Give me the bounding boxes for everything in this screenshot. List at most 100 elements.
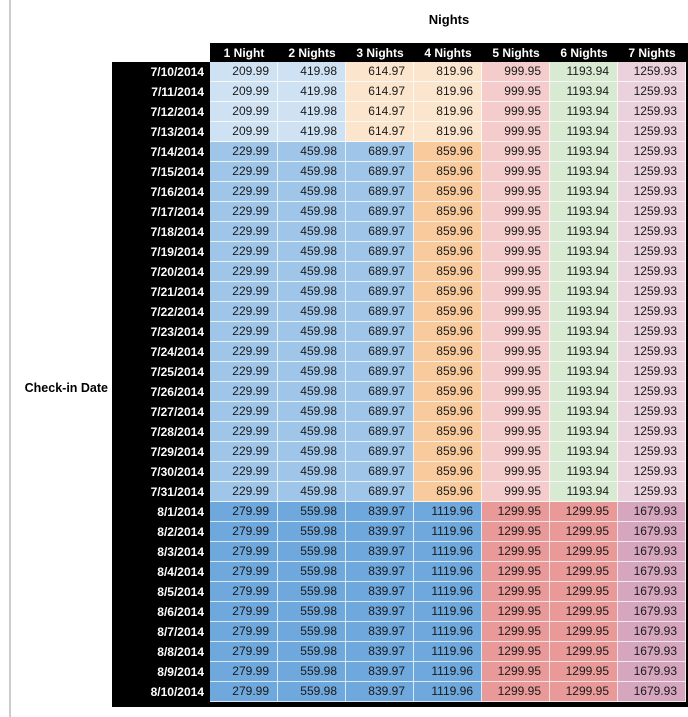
price-cell[interactable]: 1119.96 <box>414 682 482 702</box>
price-cell[interactable]: 839.97 <box>346 602 414 622</box>
price-cell[interactable]: 559.98 <box>278 682 346 702</box>
price-cell[interactable]: 1299.95 <box>550 622 618 642</box>
row-header-date[interactable]: 7/16/2014 <box>112 182 210 202</box>
price-cell[interactable]: 859.96 <box>414 262 482 282</box>
price-cell[interactable]: 1299.95 <box>482 522 550 542</box>
price-cell[interactable]: 859.96 <box>414 402 482 422</box>
price-cell[interactable]: 614.97 <box>346 82 414 102</box>
price-cell[interactable]: 279.99 <box>210 522 278 542</box>
price-cell[interactable]: 279.99 <box>210 682 278 702</box>
row-header-date[interactable]: 7/17/2014 <box>112 202 210 222</box>
price-cell[interactable]: 229.99 <box>210 362 278 382</box>
price-cell[interactable]: 689.97 <box>346 142 414 162</box>
price-cell[interactable]: 279.99 <box>210 602 278 622</box>
price-cell[interactable]: 229.99 <box>210 262 278 282</box>
price-cell[interactable]: 1299.95 <box>482 602 550 622</box>
price-cell[interactable]: 1299.95 <box>482 642 550 662</box>
price-cell[interactable]: 999.95 <box>482 62 550 82</box>
price-cell[interactable]: 1119.96 <box>414 522 482 542</box>
price-cell[interactable]: 1679.93 <box>618 642 686 662</box>
price-cell[interactable]: 859.96 <box>414 202 482 222</box>
price-cell[interactable]: 1259.93 <box>618 102 686 122</box>
price-cell[interactable]: 689.97 <box>346 222 414 242</box>
price-cell[interactable]: 859.96 <box>414 362 482 382</box>
row-header-date[interactable]: 7/25/2014 <box>112 362 210 382</box>
row-header-date[interactable]: 7/27/2014 <box>112 402 210 422</box>
price-cell[interactable]: 1259.93 <box>618 182 686 202</box>
price-cell[interactable]: 614.97 <box>346 62 414 82</box>
row-header-date[interactable]: 8/3/2014 <box>112 542 210 562</box>
price-cell[interactable]: 614.97 <box>346 122 414 142</box>
price-cell[interactable]: 999.95 <box>482 102 550 122</box>
price-cell[interactable]: 1259.93 <box>618 262 686 282</box>
price-cell[interactable]: 459.98 <box>278 422 346 442</box>
price-cell[interactable]: 559.98 <box>278 522 346 542</box>
price-cell[interactable]: 229.99 <box>210 462 278 482</box>
price-cell[interactable]: 689.97 <box>346 282 414 302</box>
price-cell[interactable]: 229.99 <box>210 422 278 442</box>
price-cell[interactable]: 459.98 <box>278 302 346 322</box>
column-header-1-night[interactable]: 1 Night <box>210 43 278 62</box>
price-cell[interactable]: 839.97 <box>346 542 414 562</box>
price-cell[interactable]: 1119.96 <box>414 662 482 682</box>
row-header-date[interactable]: 7/26/2014 <box>112 382 210 402</box>
price-cell[interactable]: 999.95 <box>482 442 550 462</box>
price-cell[interactable]: 229.99 <box>210 202 278 222</box>
row-header-date[interactable]: 7/28/2014 <box>112 422 210 442</box>
price-cell[interactable]: 859.96 <box>414 322 482 342</box>
price-cell[interactable]: 689.97 <box>346 362 414 382</box>
price-cell[interactable]: 459.98 <box>278 442 346 462</box>
price-cell[interactable]: 689.97 <box>346 462 414 482</box>
price-cell[interactable]: 559.98 <box>278 562 346 582</box>
row-header-date[interactable]: 7/15/2014 <box>112 162 210 182</box>
price-cell[interactable]: 1679.93 <box>618 582 686 602</box>
price-cell[interactable]: 209.99 <box>210 122 278 142</box>
price-cell[interactable]: 559.98 <box>278 542 346 562</box>
price-cell[interactable]: 1119.96 <box>414 542 482 562</box>
row-header-date[interactable]: 8/5/2014 <box>112 582 210 602</box>
price-cell[interactable]: 859.96 <box>414 462 482 482</box>
price-cell[interactable]: 1193.94 <box>550 262 618 282</box>
price-cell[interactable]: 229.99 <box>210 142 278 162</box>
price-cell[interactable]: 1193.94 <box>550 142 618 162</box>
price-cell[interactable]: 1193.94 <box>550 442 618 462</box>
price-cell[interactable]: 559.98 <box>278 502 346 522</box>
price-cell[interactable]: 839.97 <box>346 582 414 602</box>
price-cell[interactable]: 999.95 <box>482 362 550 382</box>
price-cell[interactable]: 559.98 <box>278 602 346 622</box>
price-cell[interactable]: 839.97 <box>346 562 414 582</box>
price-cell[interactable]: 1299.95 <box>482 562 550 582</box>
price-cell[interactable]: 1299.95 <box>550 602 618 622</box>
row-header-date[interactable]: 7/14/2014 <box>112 142 210 162</box>
price-cell[interactable]: 1119.96 <box>414 582 482 602</box>
price-cell[interactable]: 1299.95 <box>482 542 550 562</box>
price-cell[interactable]: 229.99 <box>210 402 278 422</box>
price-cell[interactable]: 999.95 <box>482 422 550 442</box>
price-cell[interactable]: 689.97 <box>346 482 414 502</box>
price-cell[interactable]: 1299.95 <box>482 682 550 702</box>
price-cell[interactable]: 1299.95 <box>550 562 618 582</box>
price-cell[interactable]: 999.95 <box>482 462 550 482</box>
price-cell[interactable]: 999.95 <box>482 222 550 242</box>
price-cell[interactable]: 459.98 <box>278 282 346 302</box>
price-cell[interactable]: 859.96 <box>414 302 482 322</box>
price-cell[interactable]: 1259.93 <box>618 362 686 382</box>
price-cell[interactable]: 1259.93 <box>618 422 686 442</box>
price-cell[interactable]: 229.99 <box>210 162 278 182</box>
price-cell[interactable]: 839.97 <box>346 662 414 682</box>
price-cell[interactable]: 1259.93 <box>618 62 686 82</box>
price-cell[interactable]: 689.97 <box>346 322 414 342</box>
price-cell[interactable]: 1193.94 <box>550 342 618 362</box>
price-cell[interactable]: 459.98 <box>278 382 346 402</box>
row-header-date[interactable]: 8/7/2014 <box>112 622 210 642</box>
price-cell[interactable]: 689.97 <box>346 402 414 422</box>
price-cell[interactable]: 559.98 <box>278 622 346 642</box>
row-header-date[interactable]: 8/8/2014 <box>112 642 210 662</box>
price-cell[interactable]: 459.98 <box>278 322 346 342</box>
price-cell[interactable]: 819.96 <box>414 82 482 102</box>
price-cell[interactable]: 859.96 <box>414 182 482 202</box>
price-cell[interactable]: 1193.94 <box>550 62 618 82</box>
column-header-6-night[interactable]: 6 Nights <box>550 43 618 62</box>
price-cell[interactable]: 999.95 <box>482 402 550 422</box>
price-cell[interactable]: 229.99 <box>210 322 278 342</box>
